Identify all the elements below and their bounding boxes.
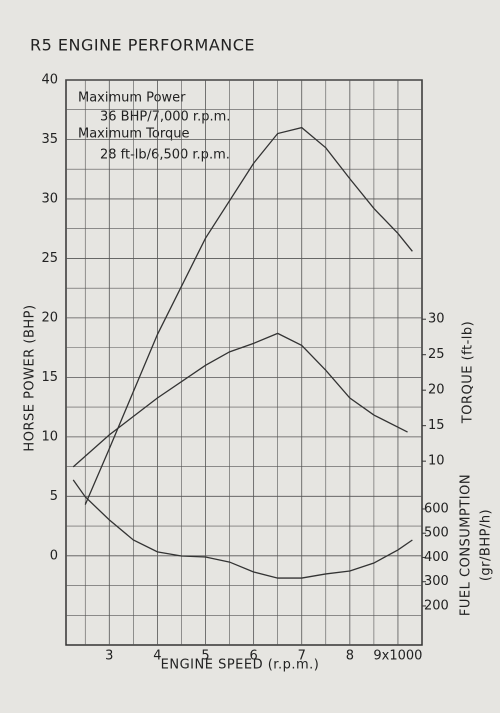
x-tick-label: 9x1000 [373,649,422,664]
y-tick-label: 35 [41,132,58,147]
y3-tick-label: 400 [424,550,449,565]
y3-tick-label: 600 [424,501,449,516]
y3-tick-label: 300 [424,574,449,589]
annotation: Maximum Power [78,91,186,106]
y-tick-label: 20 [41,310,58,325]
y2-tick-label: 25 [428,347,445,362]
x-tick-label: 8 [346,649,354,664]
y2-tick-label: 20 [428,383,445,398]
series-line [84,126,413,505]
x-axis-label: ENGINE SPEED (r.p.m.) [161,658,320,673]
x-tick-label: 3 [105,649,113,664]
y-tick-label: 0 [50,548,58,563]
y3-axis-label: (gr/BHP/h) [479,509,494,581]
x-tick-label: 7 [298,649,306,664]
y2-tick-label: 30 [428,312,445,327]
x-tick-label: 5 [201,649,209,664]
chart-title: R5 ENGINE PERFORMANCE [30,36,255,55]
y2-tick-label: 10 [428,454,445,469]
y-axis-label: HORSE POWER (BHP) [23,304,38,451]
x-tick-label: 4 [153,649,161,664]
y2-axis-label: TORQUE (ft-lb) [461,321,476,424]
y-tick-label: 15 [41,370,58,385]
y3-tick-label: 500 [424,526,449,541]
y-tick-label: 25 [41,251,58,266]
annotation: 36 BHP/7,000 r.p.m. [100,110,230,125]
y2-tick-label: 15 [428,418,445,433]
annotation: Maximum Torque [78,127,189,142]
y3-tick-label: 200 [424,598,449,613]
series-line [72,479,413,579]
y-tick-label: 10 [41,429,58,444]
y3-axis-label: FUEL CONSUMPTION [459,474,474,616]
x-tick-label: 6 [249,649,257,664]
y-tick-label: 40 [41,73,58,88]
y-tick-label: 30 [41,191,58,206]
y-tick-label: 5 [50,489,58,504]
annotation: 28 ft-lb/6,500 r.p.m. [100,148,230,163]
plot-frame [65,79,423,646]
series-line [72,332,408,468]
